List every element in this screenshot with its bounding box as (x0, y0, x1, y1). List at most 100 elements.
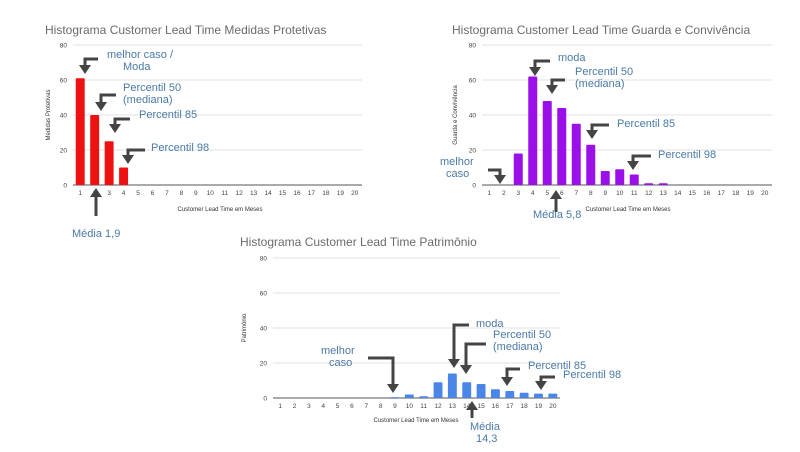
x-tick-label: 7 (364, 403, 368, 410)
annotation-text: (mediana) (575, 78, 625, 90)
y-axis-label: Guarda e Convivência (453, 85, 459, 145)
bar (419, 396, 429, 398)
bar (447, 373, 457, 398)
bar (528, 76, 538, 185)
bar (404, 394, 414, 398)
bar (519, 392, 529, 398)
x-axis-label: Customer Lead Time em Meses (585, 207, 670, 213)
bar (629, 174, 639, 185)
x-tick-label: 18 (322, 190, 330, 197)
x-tick-label: 17 (718, 190, 726, 197)
annotation: Percentil 98 (122, 142, 209, 164)
x-tick-label: 3 (307, 403, 311, 410)
bar (513, 153, 523, 185)
x-tick-label: 4 (321, 403, 325, 410)
annotation-arrow (529, 59, 550, 76)
x-tick-label: 10 (207, 190, 215, 197)
annotation-text: Percentil 85 (528, 360, 586, 372)
annotation-arrow (368, 356, 399, 393)
x-tick-label: 12 (645, 190, 653, 197)
x-tick-label: 13 (449, 403, 457, 410)
x-tick-label: 14 (463, 403, 471, 410)
annotation-arrow (95, 93, 116, 111)
y-tick-label: 80 (469, 43, 477, 50)
x-tick-label: 1 (487, 190, 491, 197)
x-axis-label: Customer Lead Time em Meses (177, 207, 262, 213)
x-tick-label: 9 (393, 403, 397, 410)
bar (557, 108, 567, 185)
x-tick-label: 17 (308, 190, 316, 197)
bar (534, 393, 543, 398)
annotation: Percentil 98 (535, 369, 621, 390)
annotation-text: 14,3 (476, 433, 497, 445)
annotation-text: caso (446, 168, 469, 180)
x-tick-label: 18 (732, 190, 740, 197)
bar (542, 101, 552, 185)
x-tick-label: 9 (603, 190, 607, 197)
y-tick-label: 20 (469, 148, 477, 155)
y-tick-label: 80 (260, 256, 268, 263)
annotation-text: (mediana) (123, 94, 173, 106)
x-tick-label: 14 (674, 190, 682, 197)
x-tick-label: 19 (535, 403, 543, 410)
annotation-arrow (109, 117, 130, 133)
annotation: Média 5,8 (533, 190, 581, 221)
y-tick-label: 60 (260, 291, 268, 298)
annotation-text: moda (476, 318, 504, 330)
annotation: Percentil 85 (109, 109, 197, 133)
annotation-text: Percentil 98 (658, 149, 716, 161)
x-tick-label: 8 (180, 190, 184, 197)
annotation-text: Média 1,9 (72, 228, 120, 240)
bar (490, 389, 500, 398)
bar (119, 167, 129, 185)
y-axis-label: Patrimônio (242, 313, 248, 342)
x-tick-label: 17 (506, 403, 514, 410)
x-tick-label: 14 (264, 190, 272, 197)
x-tick-label: 15 (689, 190, 697, 197)
x-tick-label: 1 (78, 190, 82, 197)
bar (462, 382, 472, 398)
x-tick-label: 6 (151, 190, 155, 197)
x-tick-label: 2 (502, 190, 506, 197)
annotation-arrow (460, 342, 486, 374)
annotation: Percentil 85 (586, 118, 675, 139)
x-tick-label: 4 (531, 190, 535, 197)
x-tick-label: 16 (492, 403, 500, 410)
bar (505, 391, 515, 398)
annotation-text: Percentil 50 (123, 82, 181, 94)
y-tick-label: 80 (60, 43, 68, 50)
x-tick-label: 9 (194, 190, 198, 197)
annotation-text: melhor (321, 345, 355, 357)
x-tick-label: 13 (250, 190, 258, 197)
x-tick-label: 5 (336, 403, 340, 410)
annotation-arrow (448, 323, 469, 368)
y-tick-label: 60 (469, 78, 477, 85)
annotation: Percentil 85 (501, 360, 586, 386)
annotation: Percentil 50(mediana) (460, 329, 551, 374)
annotation-text: Percentil 50 (575, 66, 633, 78)
annotation-arrow (122, 148, 145, 164)
y-tick-label: 0 (63, 183, 67, 190)
x-tick-label: 1 (278, 403, 282, 410)
x-tick-label: 16 (293, 190, 301, 197)
annotation-text: Percentil 50 (493, 329, 551, 341)
bar (600, 171, 610, 185)
chart-title: Histograma Customer Lead Time Guarda e C… (452, 23, 750, 37)
annotation-arrow (546, 78, 565, 94)
annotation-text: moda (558, 52, 586, 64)
bar (104, 141, 114, 185)
x-tick-label: 7 (165, 190, 169, 197)
annotation-arrow (79, 57, 98, 74)
x-tick-label: 18 (521, 403, 529, 410)
y-tick-label: 0 (263, 396, 267, 403)
annotation: Percentil 50(mediana) (95, 82, 181, 111)
annotation-arrow (586, 123, 609, 139)
x-tick-label: 13 (660, 190, 668, 197)
annotation-text: Percentil 85 (139, 109, 197, 121)
annotation: moda (529, 52, 586, 76)
bar (390, 397, 400, 398)
x-tick-label: 3 (107, 190, 111, 197)
y-tick-label: 40 (260, 326, 268, 333)
x-tick-label: 19 (337, 190, 345, 197)
